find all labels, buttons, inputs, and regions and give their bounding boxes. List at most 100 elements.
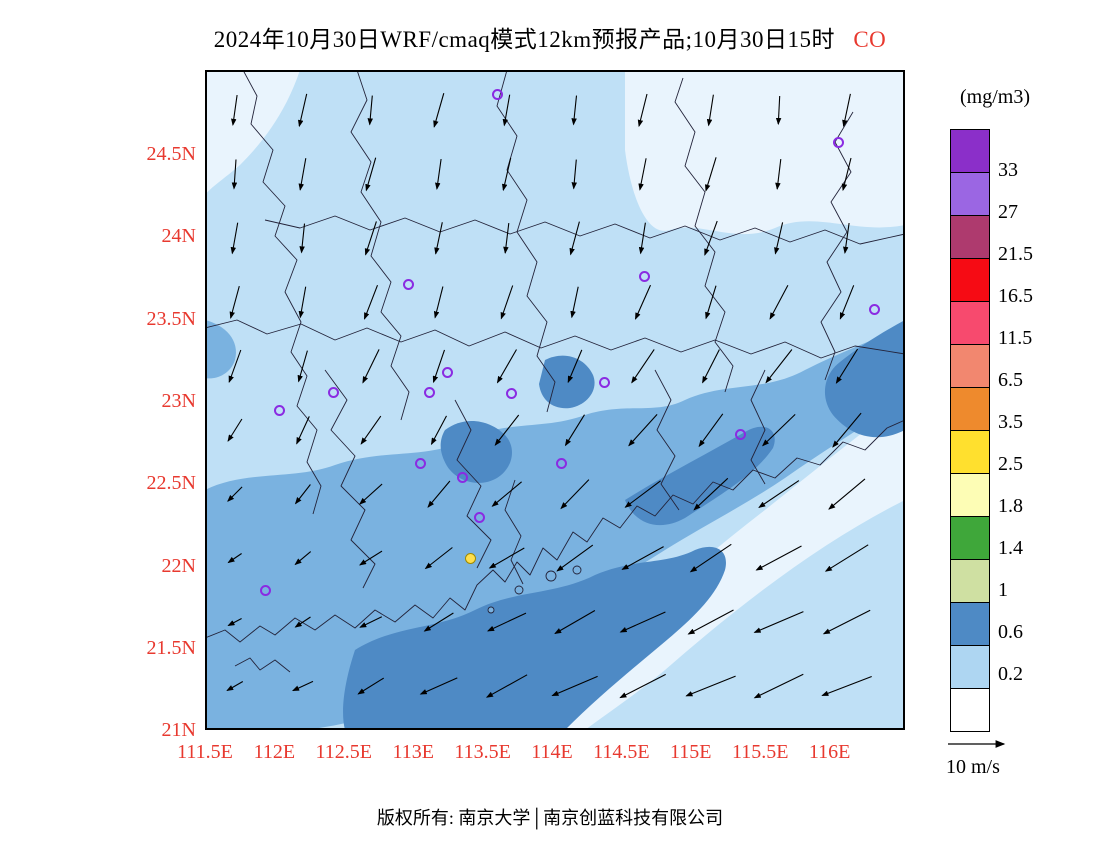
- high-co-core-east: [539, 355, 595, 409]
- colorbar-level-label: 27: [998, 201, 1018, 223]
- copyright-footer: 版权所有: 南京大学│南京创蓝科技有限公司: [376, 808, 724, 828]
- wind-vector: [570, 286, 579, 319]
- colorbar-box: [950, 473, 990, 517]
- wind-vector: [624, 480, 661, 508]
- wind-vector: [367, 95, 373, 126]
- province-boundary: [242, 70, 322, 515]
- station-marker: [456, 472, 468, 484]
- station-marker-layer: [205, 70, 905, 730]
- wind-vector: [360, 415, 382, 445]
- island: [514, 585, 524, 595]
- colorbar-box: [950, 129, 990, 173]
- station-marker: [734, 429, 746, 441]
- lon-label: 113E: [392, 741, 434, 763]
- lat-label: 24.5N: [146, 143, 196, 165]
- wind-vector: [496, 349, 517, 384]
- high-co-core-prd: [440, 420, 512, 483]
- county-boundary: [496, 70, 556, 413]
- wind-vector: [637, 93, 648, 128]
- colorbar-box: [950, 387, 990, 431]
- wind-vector: [362, 349, 380, 384]
- island: [487, 606, 495, 614]
- wind-vector: [227, 418, 243, 442]
- wind-vector: [298, 286, 307, 319]
- station-marker: [869, 303, 881, 315]
- wind-vector: [424, 547, 453, 570]
- island: [572, 565, 582, 575]
- wind-vector: [488, 547, 525, 569]
- wind-vector: [755, 545, 802, 571]
- wind-vector: [502, 94, 511, 127]
- wind-vector: [628, 414, 658, 447]
- wind-vector: [832, 412, 862, 448]
- station-marker: [473, 512, 485, 524]
- wind-vector: [758, 480, 800, 509]
- colorbar-box: [950, 516, 990, 560]
- wind-vector: [762, 414, 796, 447]
- wind-vector: [841, 157, 852, 192]
- island: [545, 570, 557, 582]
- wind-vector: [571, 159, 577, 190]
- wind-vector: [564, 414, 585, 447]
- wind-vector: [567, 349, 583, 384]
- wind-vector: [689, 543, 732, 573]
- colorbar-box: [950, 301, 990, 345]
- colorbar-box: [950, 215, 990, 259]
- station-marker: [505, 388, 517, 400]
- wind-vector: [769, 284, 789, 320]
- wind-vector: [294, 616, 311, 628]
- colorbar: [950, 129, 990, 732]
- wind-vector: [503, 223, 510, 254]
- wind-vector: [297, 350, 308, 383]
- wind-vector: [432, 349, 446, 384]
- wind-vector: [292, 680, 314, 692]
- hotspot-marker: [465, 553, 477, 565]
- station-marker: [833, 137, 845, 149]
- wind-vector: [560, 479, 590, 510]
- wind-vector: [228, 349, 242, 384]
- station-marker: [273, 404, 285, 416]
- colorbar-box: [950, 258, 990, 302]
- county-boundary: [674, 77, 734, 393]
- wind-vector: [363, 285, 379, 320]
- wind-vector: [753, 673, 804, 699]
- high-co-core-southwest: [343, 546, 726, 730]
- colorbar-level-label: 1.4: [998, 537, 1023, 559]
- wind-vector: [556, 544, 594, 572]
- wind-vector: [685, 675, 736, 697]
- wind-reference-arrow-icon: [948, 740, 1006, 748]
- station-marker: [327, 386, 339, 398]
- station-marker: [423, 386, 435, 398]
- station-marker: [491, 89, 503, 101]
- county-boundary: [504, 479, 524, 585]
- lon-label: 115E: [670, 741, 712, 763]
- colorbar-level-label: 2.5: [998, 453, 1023, 475]
- wind-vector: [296, 416, 310, 445]
- wind-vector: [423, 612, 454, 632]
- colorbar-box: [950, 602, 990, 646]
- county-boundary: [350, 70, 410, 421]
- map-frame: [205, 70, 905, 730]
- wind-vector: [821, 675, 872, 697]
- wind-vector: [753, 611, 804, 633]
- colorbar-box: [950, 430, 990, 474]
- county-boundary: [750, 369, 766, 485]
- wind-vector: [775, 159, 782, 190]
- lon-label: 114E: [531, 741, 573, 763]
- wind-vector: [298, 158, 307, 191]
- lon-label: 116E: [808, 741, 851, 763]
- wind-vector: [835, 348, 859, 384]
- station-marker: [415, 457, 427, 469]
- colorbar-level-label: 11.5: [998, 327, 1033, 349]
- wind-vector: [702, 349, 720, 384]
- lon-label: 111.5E: [177, 741, 233, 763]
- wind-vector: [227, 486, 243, 502]
- wind-vector: [365, 157, 377, 192]
- wind-vector: [843, 223, 850, 254]
- lat-label: 22N: [161, 554, 196, 577]
- lat-label: 24N: [161, 225, 196, 248]
- colorbar-box: [950, 344, 990, 388]
- county-boundary: [654, 369, 680, 511]
- wind-vector: [698, 413, 724, 448]
- wind-vector: [359, 483, 383, 505]
